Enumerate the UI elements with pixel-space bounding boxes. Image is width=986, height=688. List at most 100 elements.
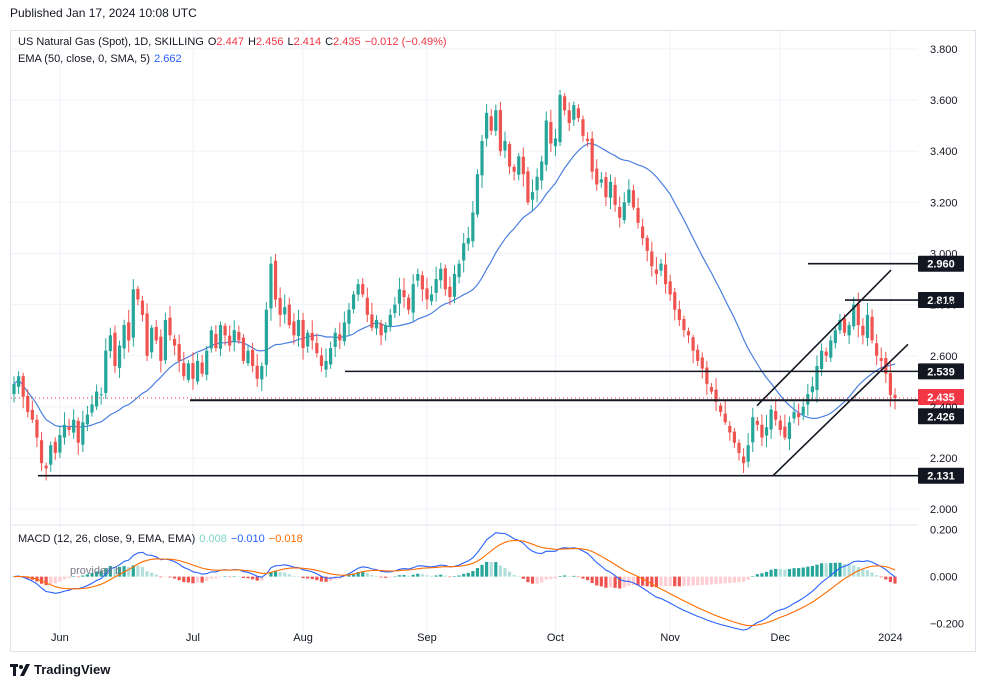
candle-body — [558, 94, 562, 143]
price-tick: 3.600 — [930, 95, 958, 107]
level-tag — [918, 388, 964, 405]
macd-hist-bar — [324, 576, 328, 582]
level-tag — [918, 363, 964, 380]
candle-body — [292, 321, 296, 336]
candle-body — [797, 413, 801, 418]
candle-body — [99, 394, 103, 396]
candle-body — [200, 362, 204, 374]
macd-hist-bar — [654, 576, 658, 588]
candle-body — [72, 419, 76, 433]
candle-body — [778, 420, 782, 430]
candle-body — [260, 366, 264, 380]
candle-body — [163, 319, 168, 361]
macd-hist-bar — [177, 576, 181, 581]
macd-hist-bar — [448, 576, 452, 578]
macd-hist-bar — [792, 568, 796, 577]
macd-hist-bar — [439, 574, 443, 577]
macd-hist-bar — [182, 576, 186, 583]
candle-body — [374, 319, 379, 329]
high-label: H — [247, 36, 256, 48]
candle-body — [177, 344, 181, 361]
candle-body — [131, 289, 135, 338]
macd-hist-bar — [425, 575, 429, 577]
macd-hist-bar — [99, 570, 103, 577]
candle-body — [677, 309, 681, 320]
candle-body — [443, 268, 447, 290]
candle-body — [172, 338, 177, 346]
candle-body — [673, 292, 677, 310]
candle-body — [714, 389, 718, 402]
macd-hist-bar — [12, 576, 16, 578]
macd-hist-bar — [764, 571, 769, 577]
macd-hist-bar — [668, 576, 672, 587]
candle-body — [659, 263, 663, 271]
macd-tick: −0.200 — [930, 619, 964, 631]
candle-body — [232, 330, 236, 343]
candle-body — [563, 96, 567, 111]
candle-body — [457, 263, 461, 278]
candle-body — [567, 110, 571, 124]
macd-hist-bar — [228, 576, 232, 578]
price-tick: 3.400 — [930, 146, 958, 158]
macd-hist-bar — [553, 576, 558, 579]
candle-body — [44, 465, 48, 469]
candle-body — [595, 168, 599, 185]
candle-body — [273, 260, 278, 300]
candle-body — [865, 314, 870, 339]
macd-hist-bar — [67, 576, 71, 579]
candle-body — [622, 202, 626, 220]
macd-hist-bar — [186, 576, 190, 583]
macd-hist-bar — [53, 576, 57, 584]
chart-frame — [10, 30, 976, 652]
candle-body — [416, 273, 420, 281]
macd-hist-bar — [507, 571, 512, 577]
macd-hist-bar — [819, 563, 824, 577]
macd-hist-bar — [489, 562, 493, 577]
macd-hist-bar — [457, 575, 461, 577]
candle-body — [737, 442, 741, 453]
level-tag-text: 2.960 — [927, 259, 955, 271]
time-tick: Jun — [51, 632, 69, 644]
candle-body — [108, 335, 112, 352]
candle-body — [407, 297, 411, 310]
ema-label: EMA (50, close, 0, SMA, 5) — [18, 53, 151, 65]
candle-body — [507, 144, 512, 167]
candle-body — [810, 386, 815, 393]
candle-body — [393, 304, 397, 314]
macd-line — [13, 532, 896, 631]
time-tick: Sep — [417, 632, 437, 644]
macd-hist-bar — [797, 568, 801, 577]
candle-body — [691, 337, 695, 351]
candle-body — [306, 332, 310, 347]
candle-body — [296, 319, 301, 337]
candle-body — [893, 394, 897, 398]
candle-body — [728, 425, 732, 433]
candle-body — [485, 112, 489, 139]
macd-hist-bar — [200, 576, 204, 583]
candle-body — [466, 238, 470, 244]
macd-hist-bar — [278, 572, 282, 577]
candle-body — [645, 237, 649, 251]
candle-body — [599, 179, 603, 183]
time-tick: Oct — [547, 632, 564, 644]
macd-hist-bar — [397, 575, 402, 577]
annotations: 2.960 2.818 2.539 2.435 2.426 2.131 — [11, 255, 964, 484]
price-tick: 2.200 — [930, 453, 958, 465]
macd-hist-bar — [127, 567, 131, 577]
macd-hist-bar — [49, 576, 53, 585]
candle-body — [214, 334, 218, 349]
macd-hist-bar — [104, 568, 108, 577]
candle-body — [540, 161, 544, 181]
candle-body — [122, 325, 126, 349]
macd-hist-bar — [563, 575, 567, 577]
candle-body — [774, 411, 778, 420]
time-tick: Jul — [186, 632, 200, 644]
candle-body — [26, 396, 30, 413]
candle-body — [333, 332, 337, 347]
candle-body — [480, 140, 484, 176]
macd-hist-bar — [760, 573, 764, 577]
macd-hist-bar — [838, 562, 842, 577]
macd-hist-bar — [833, 562, 837, 577]
macd-hist-bar — [81, 575, 85, 577]
